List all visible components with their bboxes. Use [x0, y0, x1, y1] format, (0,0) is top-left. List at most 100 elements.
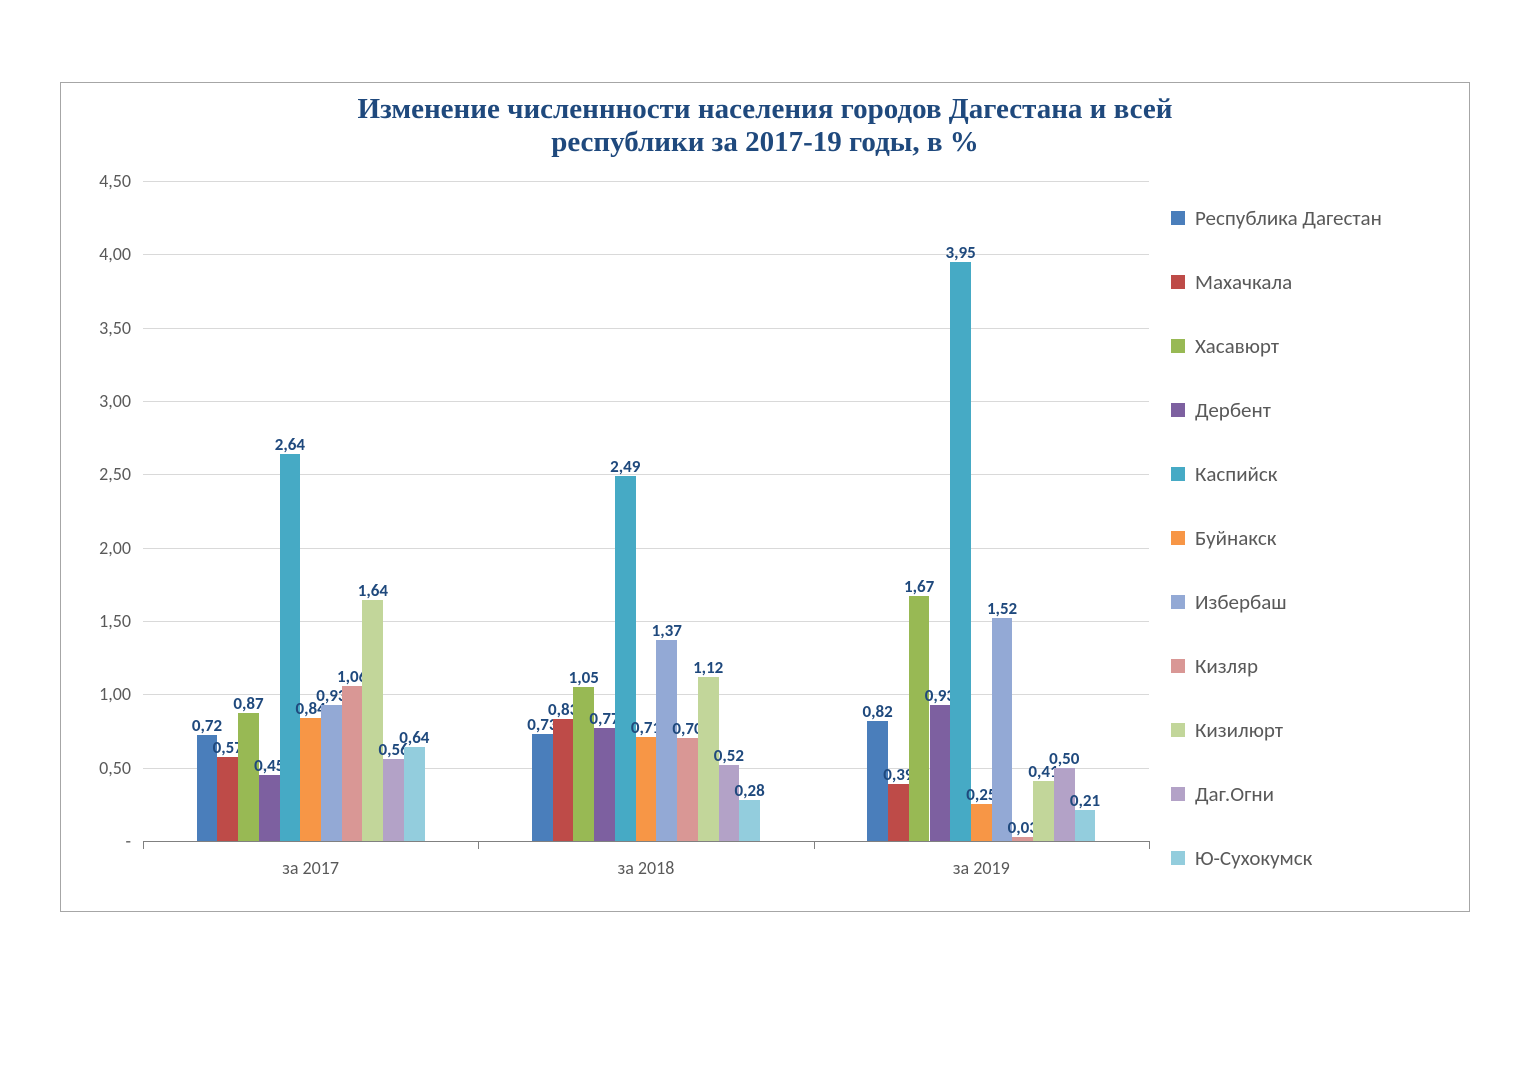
legend-item: Кизляр [1171, 653, 1382, 679]
gridline [143, 401, 1149, 402]
bar [383, 759, 404, 841]
bar-value-label: 0,82 [863, 701, 893, 722]
legend-label: Избербаш [1195, 589, 1287, 615]
legend-item: Избербаш [1171, 589, 1382, 615]
legend-item: Махачкала [1171, 269, 1382, 295]
x-tick-mark [478, 841, 479, 849]
bar [280, 454, 301, 841]
bar [1075, 810, 1096, 841]
bar [950, 262, 971, 841]
legend-label: Кизляр [1195, 653, 1258, 679]
bar [217, 757, 238, 841]
bar [992, 618, 1013, 841]
bar-value-label: 1,67 [904, 576, 934, 597]
chart-container: Изменение численнности населения городов… [60, 82, 1470, 912]
bar [677, 738, 698, 841]
chart-title: Изменение численнности населения городов… [61, 93, 1469, 160]
legend-label: Даг.Огни [1195, 781, 1274, 807]
bar-value-label: 1,64 [358, 580, 388, 601]
chart-title-line1: Изменение численнности населения городов… [61, 93, 1469, 126]
bar-value-label: 0,72 [192, 715, 222, 736]
bar [553, 719, 574, 841]
bar [888, 784, 909, 841]
bar [739, 800, 760, 841]
x-tick-label: за 2019 [953, 841, 1010, 879]
gridline [143, 328, 1149, 329]
x-tick-mark [1149, 841, 1150, 849]
plot-area: -0,501,001,502,002,503,003,504,004,50за … [143, 181, 1149, 841]
bar-value-label: 1,05 [569, 667, 599, 688]
bar-value-label: 2,49 [610, 456, 640, 477]
page: Изменение численнности населения городов… [0, 0, 1536, 1087]
bar-value-label: 1,37 [652, 620, 682, 641]
y-tick-label: 2,50 [99, 463, 143, 485]
bar-value-label: 1,52 [987, 598, 1017, 619]
x-tick-label: за 2018 [618, 841, 675, 879]
bar-value-label: 0,50 [1049, 748, 1079, 769]
bar [930, 705, 951, 841]
plot-inner: -0,501,001,502,002,503,003,504,004,50за … [143, 181, 1149, 841]
bar [636, 737, 657, 841]
legend-label: Республика Дагестан [1195, 205, 1382, 231]
bar [971, 804, 992, 841]
bar [615, 476, 636, 841]
legend-item: Ю-Сухокумск [1171, 845, 1382, 871]
y-tick-label: 1,00 [99, 683, 143, 705]
x-tick-label: за 2017 [282, 841, 339, 879]
legend-swatch [1171, 531, 1185, 545]
bar-value-label: 0,64 [399, 727, 429, 748]
y-tick-label: 4,50 [99, 170, 143, 192]
bar [238, 713, 259, 841]
legend-swatch [1171, 467, 1185, 481]
legend-swatch [1171, 659, 1185, 673]
legend-swatch [1171, 851, 1185, 865]
legend-item: Даг.Огни [1171, 781, 1382, 807]
legend-label: Махачкала [1195, 269, 1292, 295]
legend-swatch [1171, 723, 1185, 737]
legend: Республика Дагестан Махачкала Хасавюрт Дерб… [1171, 205, 1382, 871]
legend-label: Ю-Сухокумск [1195, 845, 1312, 871]
x-tick-mark [143, 841, 144, 849]
bar [259, 775, 280, 841]
bar [300, 718, 321, 841]
bar [909, 596, 930, 841]
legend-label: Дербент [1195, 397, 1271, 423]
legend-swatch [1171, 211, 1185, 225]
bar-value-label: 0,87 [233, 693, 263, 714]
legend-swatch [1171, 403, 1185, 417]
legend-swatch [1171, 339, 1185, 353]
bar [404, 747, 425, 841]
gridline [143, 181, 1149, 182]
bar-value-label: 0,21 [1070, 790, 1100, 811]
legend-label: Хасавюрт [1195, 333, 1279, 359]
legend-item: Республика Дагестан [1171, 205, 1382, 231]
legend-swatch [1171, 275, 1185, 289]
bar [656, 640, 677, 841]
legend-item: Каспийск [1171, 461, 1382, 487]
bar [342, 686, 363, 841]
legend-swatch [1171, 595, 1185, 609]
bar-value-label: 1,12 [693, 657, 723, 678]
legend-label: Каспийск [1195, 461, 1278, 487]
y-tick-label: - [125, 830, 143, 852]
chart-title-line2: республики за 2017-19 годы, в % [61, 126, 1469, 159]
bar-value-label: 3,95 [945, 242, 975, 263]
bar [719, 765, 740, 841]
legend-label: Буйнакск [1195, 525, 1276, 551]
legend-swatch [1171, 787, 1185, 801]
legend-item: Дербент [1171, 397, 1382, 423]
y-tick-label: 1,50 [99, 610, 143, 632]
bar-value-label: 0,28 [735, 780, 765, 801]
y-tick-label: 3,00 [99, 390, 143, 412]
bar [532, 734, 553, 841]
bar-value-label: 0,52 [714, 745, 744, 766]
y-tick-label: 0,50 [99, 757, 143, 779]
legend-label: Кизилюрт [1195, 717, 1283, 743]
y-tick-label: 4,00 [99, 243, 143, 265]
legend-item: Буйнакск [1171, 525, 1382, 551]
bar-value-label: 2,64 [275, 434, 305, 455]
legend-item: Хасавюрт [1171, 333, 1382, 359]
bar [1033, 781, 1054, 841]
y-tick-label: 2,00 [99, 537, 143, 559]
legend-item: Кизилюрт [1171, 717, 1382, 743]
